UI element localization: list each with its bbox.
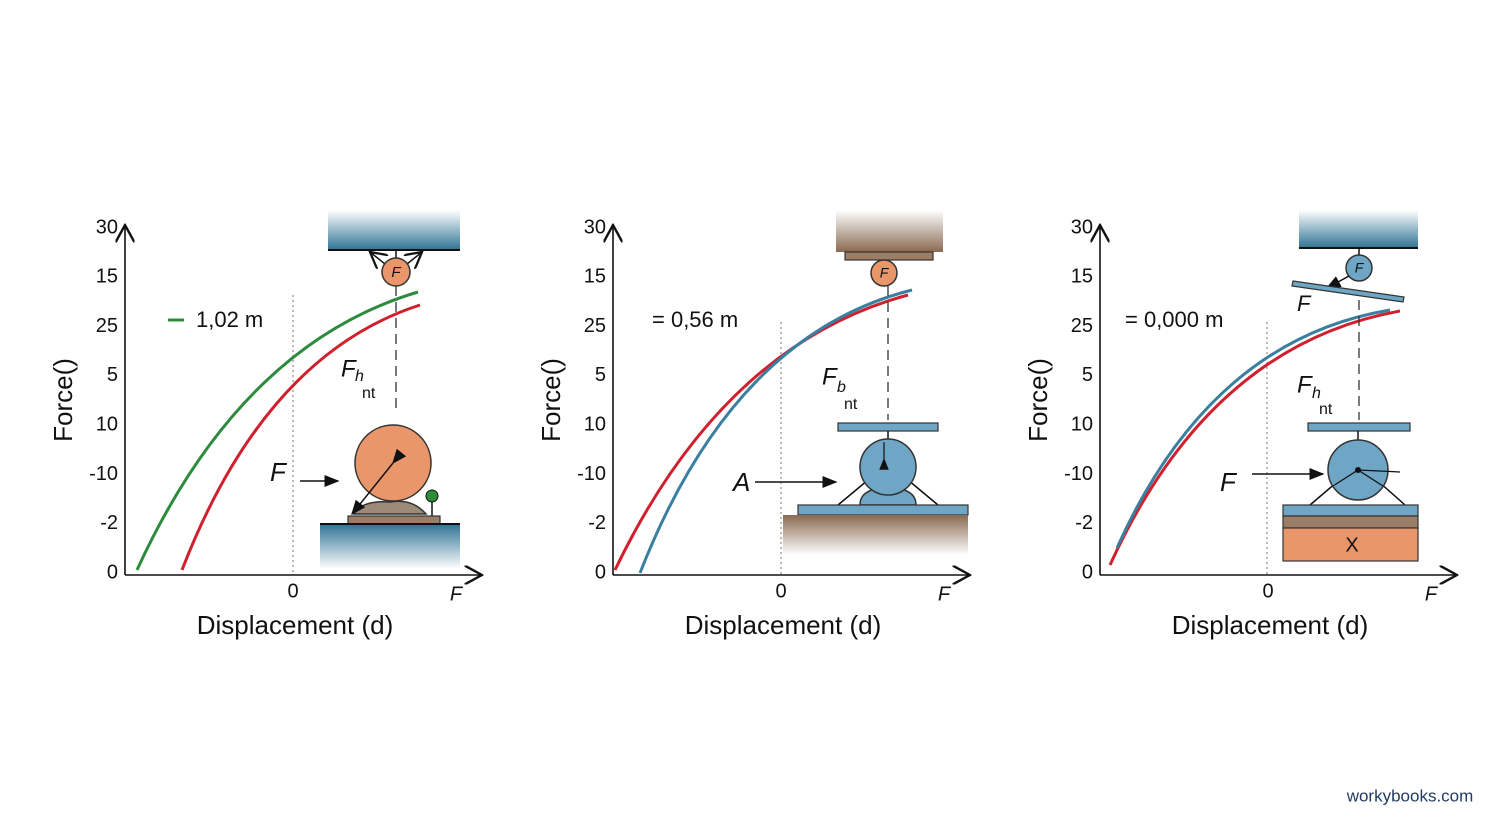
knob	[425, 489, 439, 503]
circle-label: F	[391, 264, 401, 281]
y-tick-label: 5	[107, 364, 118, 386]
x-tick-label: 0	[775, 580, 786, 602]
y-tick-label: 25	[1071, 315, 1093, 337]
base	[1282, 504, 1419, 517]
y-tick-label: 0	[107, 561, 118, 583]
force-sub: h	[355, 368, 364, 385]
small-ball	[1345, 254, 1373, 282]
x-axis-label: Displacement (d)	[197, 610, 394, 640]
x-axis-label: Displacement (d)	[685, 610, 882, 640]
panel: = 0,56 m F F b nt A 30 15 25 5 10 -10 -2 0 0 F Dis…	[536, 210, 970, 640]
force-label: F	[341, 355, 357, 382]
plate	[837, 422, 939, 432]
force-label: F	[822, 363, 838, 390]
curve	[638, 288, 913, 574]
y-tick-label: -2	[1075, 512, 1093, 534]
length-label: = 0,000 m	[1125, 307, 1223, 332]
y-tick-label: 25	[96, 315, 118, 337]
y-tick-label: 0	[595, 561, 606, 583]
force-label: F	[1297, 371, 1313, 398]
legs	[837, 479, 939, 506]
arrow-label: F	[270, 457, 288, 487]
box	[1282, 527, 1419, 562]
y-axis-label: Force()	[1023, 358, 1053, 442]
circle-label: F	[880, 265, 890, 281]
y-tick-label: 15	[1071, 266, 1093, 288]
y-tick-label: 30	[96, 216, 118, 238]
force-sub: nt	[362, 385, 376, 402]
tilted-bar	[1291, 280, 1405, 303]
ground	[320, 524, 460, 569]
circle-label: F	[1355, 260, 1365, 276]
y-tick-label: 30	[584, 216, 606, 238]
x-tick-label: 0	[1262, 580, 1273, 602]
y-tick-label: -2	[588, 512, 606, 534]
x-end-label: F	[1425, 583, 1439, 605]
radius	[351, 448, 407, 516]
layer	[1282, 515, 1419, 529]
plate	[1307, 422, 1411, 432]
x-end-label: F	[450, 583, 464, 605]
y-tick-label: 15	[96, 266, 118, 288]
base	[347, 515, 441, 525]
panel: 1,02 m F F h nt F 30 15 25 5 10 -10 -2 0 0 F Displ…	[48, 210, 482, 640]
arrow-label: A	[731, 467, 750, 497]
y-tick-label: 25	[584, 315, 606, 337]
bar-label: F	[1297, 291, 1312, 316]
ceiling	[328, 210, 460, 250]
box-label: X	[1345, 534, 1358, 556]
y-tick-label: -10	[1064, 463, 1093, 485]
ceiling	[836, 210, 943, 252]
y-tick-label: 10	[1071, 413, 1093, 435]
y-tick-label: -10	[89, 463, 118, 485]
x-axis-label: Displacement (d)	[1172, 610, 1369, 640]
x-end-label: F	[938, 583, 952, 605]
curve	[1108, 309, 1401, 566]
y-tick-label: 10	[584, 413, 606, 435]
arrow-label: F	[1220, 467, 1238, 497]
y-tick-label: -10	[577, 463, 606, 485]
y-tick-label: 5	[595, 364, 606, 386]
link	[370, 252, 385, 264]
x-tick-label: 0	[287, 580, 298, 602]
link	[407, 252, 422, 264]
curve	[180, 303, 421, 571]
ceiling	[1299, 210, 1418, 248]
length-label: = 0,56 m	[652, 307, 738, 332]
force-sub: nt	[1319, 401, 1333, 418]
base	[797, 504, 969, 516]
ball	[859, 438, 917, 496]
y-tick-label: 15	[584, 266, 606, 288]
curve	[613, 293, 909, 571]
mount	[352, 500, 428, 515]
y-axis-label: Force()	[48, 358, 78, 442]
force-sub: nt	[844, 396, 858, 413]
length-label: 1,02 m	[196, 307, 263, 332]
ground	[783, 515, 968, 555]
curve	[1115, 308, 1391, 549]
y-tick-label: -2	[100, 512, 118, 534]
y-tick-label: 30	[1071, 216, 1093, 238]
y-axis-label: Force()	[536, 358, 566, 442]
plate	[844, 251, 934, 261]
force-sub: b	[837, 379, 846, 396]
y-tick-label: 0	[1082, 561, 1093, 583]
y-tick-label: 5	[1082, 364, 1093, 386]
force-sub: h	[1312, 385, 1321, 402]
small-ball	[870, 259, 898, 287]
pivot	[1355, 467, 1361, 473]
y-tick-label: 10	[96, 413, 118, 435]
footer: workybooks.com	[1346, 786, 1474, 805]
panel: = 0,000 m F F F h nt X F 30 15 25 5 10 -10 -2 0…	[1023, 210, 1457, 640]
curve	[135, 290, 419, 571]
